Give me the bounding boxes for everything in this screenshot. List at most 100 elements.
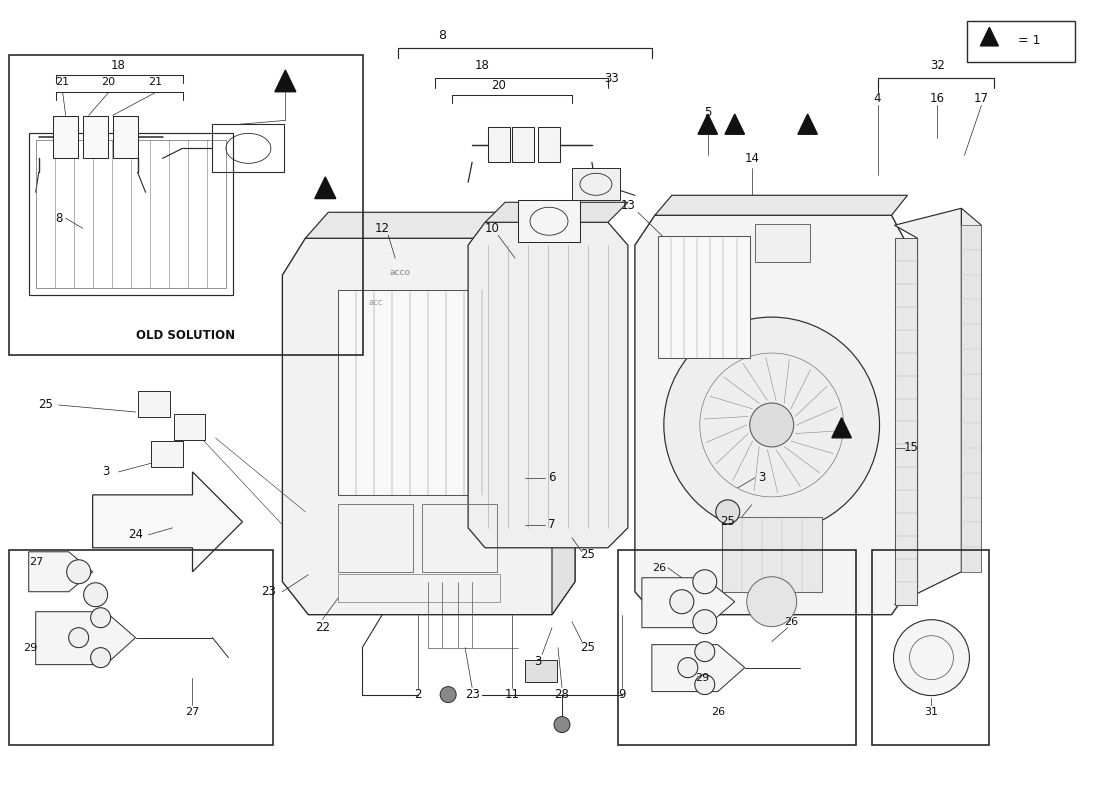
Text: 18: 18: [111, 59, 126, 72]
Text: 9: 9: [618, 688, 626, 701]
Circle shape: [678, 658, 697, 678]
Text: 26: 26: [711, 706, 725, 717]
Text: acco: acco: [389, 268, 410, 277]
Circle shape: [893, 620, 969, 695]
Polygon shape: [283, 238, 575, 614]
Polygon shape: [469, 222, 628, 548]
Bar: [518, 200, 580, 242]
Text: 21: 21: [56, 78, 69, 87]
Bar: [755, 224, 810, 262]
Text: 12: 12: [375, 222, 389, 234]
Text: acc: acc: [368, 298, 383, 306]
Polygon shape: [635, 215, 908, 614]
Text: 31: 31: [924, 706, 938, 717]
Text: 20: 20: [491, 79, 506, 92]
Bar: [422, 504, 497, 572]
Bar: [9, 55, 363, 355]
Text: 21: 21: [148, 78, 163, 87]
Polygon shape: [798, 114, 817, 134]
Polygon shape: [961, 208, 981, 572]
Text: 8: 8: [438, 29, 447, 42]
Circle shape: [695, 642, 715, 662]
Bar: [35, 140, 227, 288]
Polygon shape: [485, 202, 628, 222]
Polygon shape: [980, 27, 999, 46]
Text: 3: 3: [758, 471, 766, 484]
Polygon shape: [315, 177, 336, 198]
Bar: [618, 550, 856, 745]
Bar: [151, 441, 183, 467]
Circle shape: [90, 608, 111, 628]
Text: 1095: 1095: [476, 466, 624, 554]
Polygon shape: [652, 645, 745, 691]
Polygon shape: [832, 418, 851, 438]
Circle shape: [84, 582, 108, 606]
Circle shape: [716, 500, 739, 524]
Text: 13: 13: [620, 198, 636, 212]
Bar: [488, 127, 510, 162]
Text: 6: 6: [548, 471, 556, 484]
Text: 25: 25: [39, 398, 53, 411]
Polygon shape: [29, 552, 92, 592]
Bar: [513, 127, 534, 162]
Text: 27: 27: [29, 557, 43, 566]
Bar: [572, 168, 620, 200]
Text: 26: 26: [784, 617, 799, 626]
Bar: [339, 574, 500, 602]
Text: e-cu: e-cu: [316, 338, 444, 422]
Bar: [894, 238, 917, 605]
Polygon shape: [35, 612, 135, 665]
Bar: [53, 116, 78, 158]
Text: 15: 15: [904, 442, 918, 454]
Polygon shape: [92, 472, 242, 572]
Polygon shape: [894, 208, 961, 605]
Circle shape: [440, 686, 456, 702]
Text: 25: 25: [581, 548, 595, 562]
Text: 24: 24: [128, 528, 143, 542]
Text: 7: 7: [548, 518, 556, 531]
Polygon shape: [275, 70, 296, 92]
Circle shape: [67, 560, 90, 584]
Bar: [174, 414, 206, 440]
Circle shape: [670, 590, 694, 614]
Text: 25: 25: [581, 641, 595, 654]
Circle shape: [693, 610, 717, 634]
Text: 3: 3: [535, 655, 541, 668]
Text: = 1: = 1: [1019, 34, 1041, 47]
Text: 29: 29: [23, 642, 37, 653]
Text: 28: 28: [554, 688, 570, 701]
Circle shape: [68, 628, 89, 648]
Text: 26: 26: [652, 562, 666, 573]
Circle shape: [695, 674, 715, 694]
Circle shape: [663, 317, 880, 533]
Text: 4: 4: [873, 92, 881, 105]
Polygon shape: [552, 212, 575, 614]
Bar: [967, 21, 1076, 62]
Text: 18: 18: [475, 59, 490, 72]
Circle shape: [90, 648, 111, 668]
Text: 2: 2: [415, 688, 422, 701]
Bar: [871, 550, 989, 745]
Text: 20: 20: [101, 78, 116, 87]
Bar: [82, 116, 108, 158]
Polygon shape: [725, 114, 745, 134]
Text: 27: 27: [186, 706, 199, 717]
Text: 10: 10: [485, 222, 499, 234]
Text: 8: 8: [55, 212, 63, 225]
Text: 22: 22: [315, 621, 330, 634]
Text: 11: 11: [505, 688, 519, 701]
Text: 25: 25: [720, 515, 735, 528]
Polygon shape: [698, 114, 717, 134]
Bar: [9, 550, 274, 745]
Bar: [339, 504, 414, 572]
Text: 17: 17: [974, 92, 989, 105]
Text: 23: 23: [261, 586, 276, 598]
Bar: [138, 391, 169, 417]
Text: 3: 3: [102, 466, 109, 478]
Text: 33: 33: [605, 72, 619, 85]
Text: 14: 14: [745, 152, 759, 165]
Circle shape: [554, 717, 570, 733]
Text: 16: 16: [930, 92, 945, 105]
Text: 29: 29: [695, 673, 708, 682]
Circle shape: [750, 403, 794, 447]
